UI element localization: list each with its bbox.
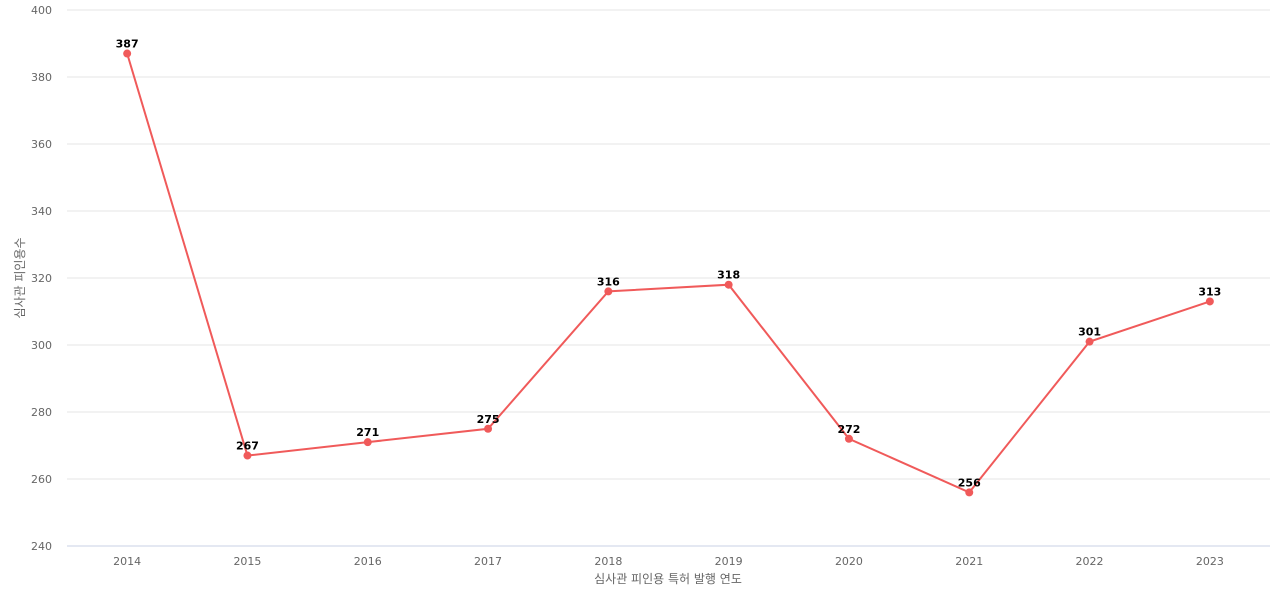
data-point[interactable] [844, 434, 853, 443]
x-tick-label: 2016 [354, 555, 382, 568]
data-point[interactable] [243, 451, 252, 460]
data-point[interactable] [1085, 337, 1094, 346]
y-tick-label: 260 [31, 473, 52, 486]
x-tick-label: 2018 [594, 555, 622, 568]
x-tick-label: 2020 [835, 555, 863, 568]
y-tick-label: 360 [31, 138, 52, 151]
x-tick-label: 2019 [715, 555, 743, 568]
data-point[interactable] [363, 438, 372, 447]
x-tick-label: 2017 [474, 555, 502, 568]
y-tick-label: 340 [31, 205, 52, 218]
data-label: 318 [717, 269, 740, 282]
y-tick-label: 300 [31, 339, 52, 352]
series-line [126, 53, 1211, 494]
data-point[interactable] [724, 280, 733, 289]
data-label: 272 [837, 423, 860, 436]
data-label: 271 [356, 426, 379, 439]
data-label: 267 [236, 440, 259, 453]
x-tick-label: 2022 [1076, 555, 1104, 568]
x-axis-title: 심사관 피인용 특허 발행 연도 [594, 571, 742, 586]
data-point[interactable] [965, 488, 974, 497]
data-point[interactable] [123, 49, 132, 58]
data-label: 301 [1078, 326, 1101, 339]
y-tick-label: 240 [31, 540, 52, 553]
data-label: 256 [958, 476, 981, 489]
y-tick-label: 400 [31, 4, 52, 17]
y-tick-label: 320 [31, 272, 52, 285]
data-point[interactable] [484, 424, 493, 433]
y-tick-label: 380 [31, 71, 52, 84]
data-label: 387 [116, 38, 139, 51]
x-tick-label: 2015 [233, 555, 261, 568]
x-tick-label: 2023 [1196, 555, 1224, 568]
data-point[interactable] [1205, 297, 1214, 306]
y-tick-label: 280 [31, 406, 52, 419]
data-label: 313 [1198, 285, 1221, 298]
x-tick-label: 2021 [955, 555, 983, 568]
data-point[interactable] [604, 287, 613, 296]
data-label: 275 [477, 413, 500, 426]
data-label: 316 [597, 275, 620, 288]
y-axis-title: 심사관 피인용수 [13, 237, 27, 318]
x-tick-label: 2014 [113, 555, 141, 568]
